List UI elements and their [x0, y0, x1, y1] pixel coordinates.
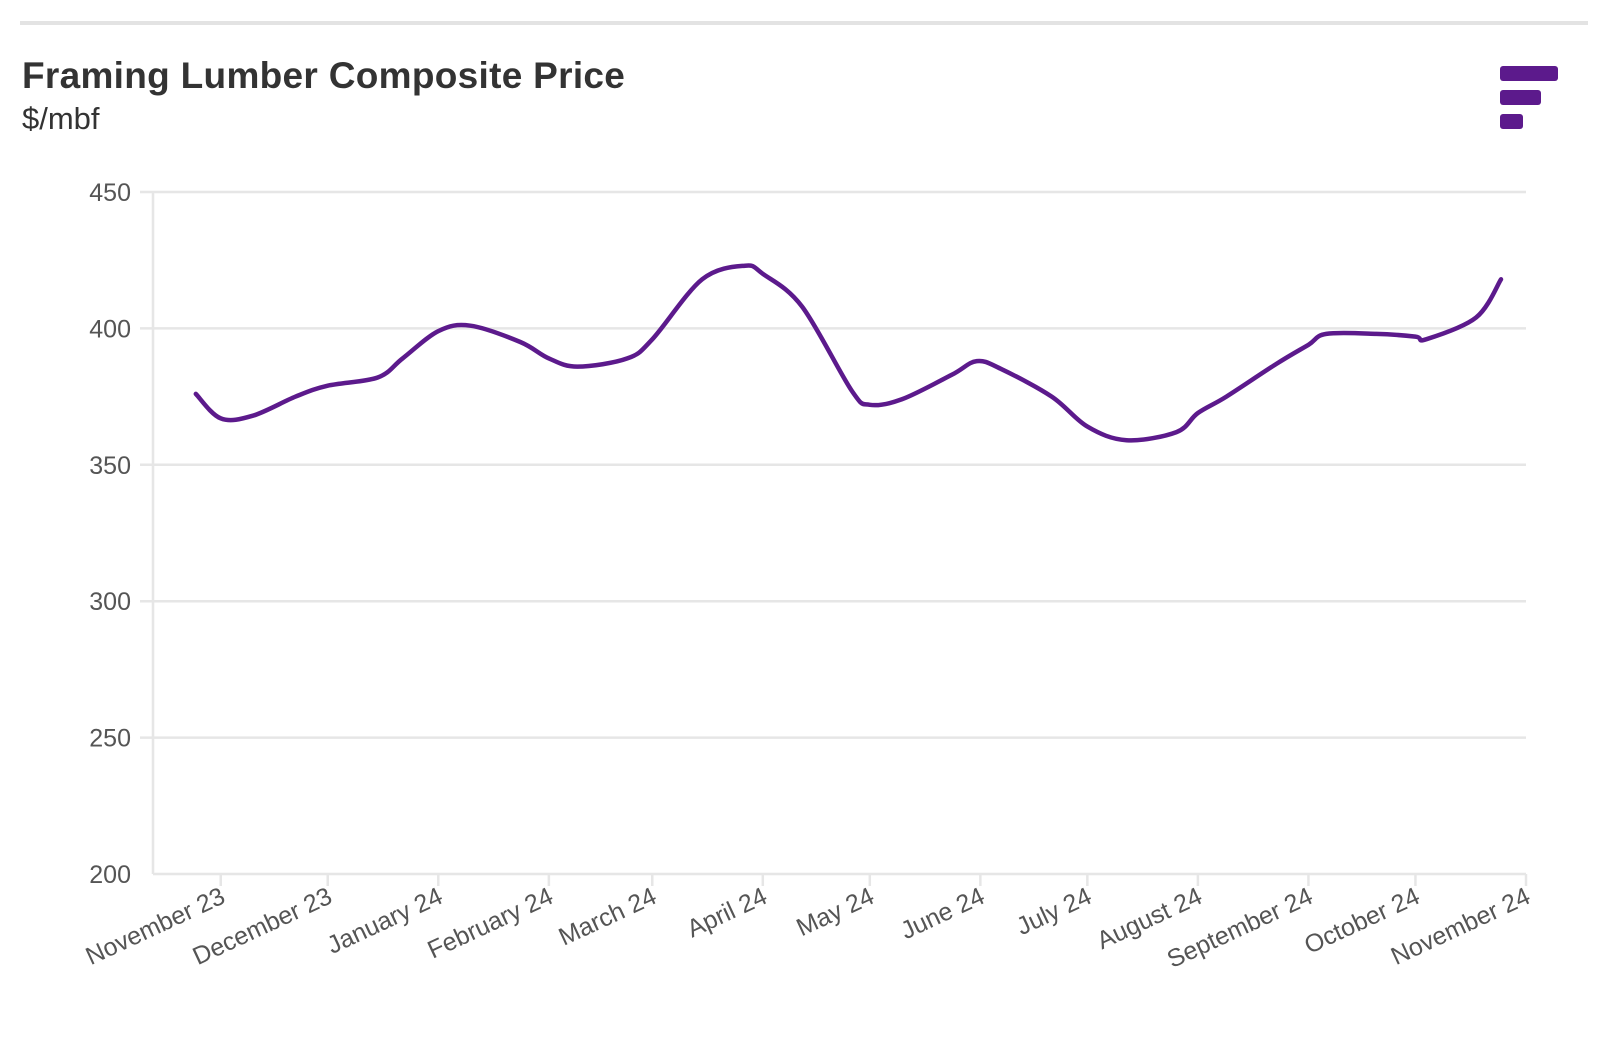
axes	[151, 192, 1528, 886]
series-line	[193, 263, 1504, 443]
chart-subtitle-units: $/mbf	[22, 101, 100, 136]
x-tick-label: May 24	[792, 882, 878, 942]
gridlines	[140, 190, 1526, 739]
filter-bars-icon	[1500, 66, 1562, 130]
top-divider	[20, 21, 1588, 25]
y-tick-label-300: 300	[89, 588, 131, 616]
y-tick-label-450: 450	[89, 179, 131, 207]
logo-bar-bottom	[1500, 114, 1523, 129]
x-tick-label: February 24	[423, 882, 557, 964]
y-tick-label-200: 200	[89, 861, 131, 889]
y-tick-label-400: 400	[89, 315, 131, 343]
logo-bar-middle	[1500, 90, 1541, 105]
logo-bar-top	[1500, 66, 1558, 81]
x-tick-label: March 24	[555, 882, 661, 951]
x-tick-label: June 24	[896, 882, 989, 945]
series-layer	[193, 263, 1504, 443]
y-tick-label-350: 350	[89, 452, 131, 480]
y-axis-tick-labels: 200 250 300 350 400 450	[89, 179, 131, 889]
x-tick-label: July 24	[1012, 882, 1096, 941]
chart-title: Framing Lumber Composite Price	[22, 55, 626, 96]
y-tick-label-250: 250	[89, 725, 131, 753]
x-tick-label: April 24	[683, 882, 772, 943]
